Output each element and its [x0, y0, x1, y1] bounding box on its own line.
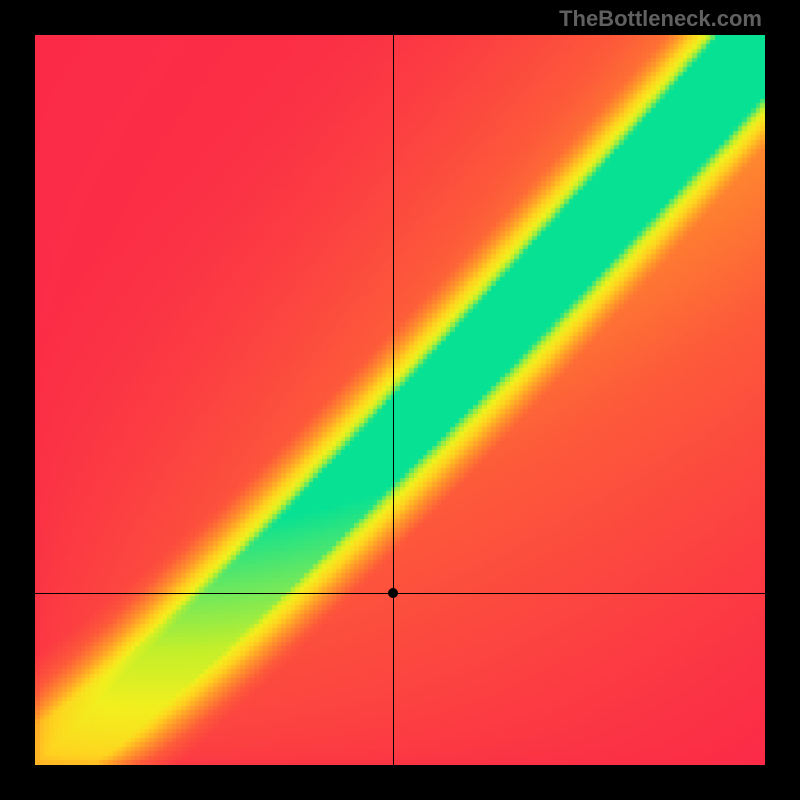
- crosshair-vertical: [393, 35, 394, 765]
- watermark-text: TheBottleneck.com: [559, 6, 762, 32]
- crosshair-horizontal: [35, 593, 765, 594]
- heatmap-canvas: [35, 35, 765, 765]
- plot-area: [35, 35, 765, 765]
- crosshair-marker: [388, 588, 398, 598]
